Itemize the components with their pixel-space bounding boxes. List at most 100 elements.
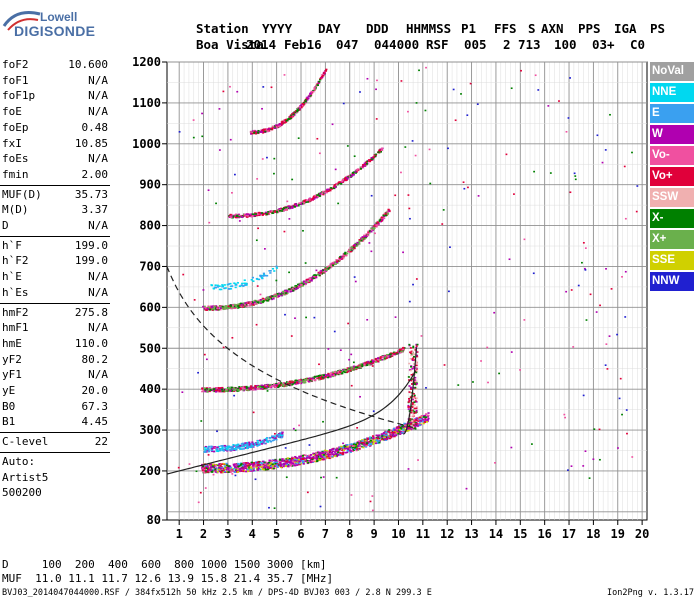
y-tick-label: 700 bbox=[139, 259, 161, 273]
echo-second-hop bbox=[215, 387, 219, 389]
echo-second-hop bbox=[317, 375, 320, 378]
echo-third-hop bbox=[320, 271, 323, 274]
echo-oblique bbox=[204, 448, 207, 451]
echo-first-hop bbox=[364, 446, 368, 448]
echo-noise bbox=[547, 105, 550, 107]
echo-second-hop bbox=[316, 377, 319, 380]
echo-second-hop bbox=[290, 381, 293, 384]
echo-cusp bbox=[411, 366, 414, 369]
echo-second-hop bbox=[263, 385, 266, 388]
echo-oblique-high bbox=[223, 284, 226, 286]
x-tick-label: 5 bbox=[273, 527, 280, 541]
echo-first-hop bbox=[309, 459, 312, 462]
echo-oblique bbox=[225, 448, 229, 451]
echo-first-hop bbox=[310, 461, 313, 463]
echo-first-hop bbox=[236, 471, 240, 473]
echo-oblique bbox=[273, 436, 277, 439]
echo-fourth-hop bbox=[364, 161, 368, 164]
echo-first-hop bbox=[259, 465, 262, 468]
echo-first-hop bbox=[206, 465, 209, 468]
echo-fifth-hop bbox=[254, 132, 257, 135]
echo-first-hop bbox=[384, 431, 387, 434]
echo-second-hop bbox=[243, 387, 246, 389]
echo-first-hop bbox=[251, 463, 254, 466]
param-name: M(D) bbox=[2, 203, 29, 217]
echo-oblique bbox=[255, 442, 258, 444]
echo-fourth-hop bbox=[297, 204, 300, 207]
profile-curve bbox=[166, 370, 417, 475]
echo-noise bbox=[623, 165, 626, 168]
echo-first-hop bbox=[412, 418, 415, 421]
echo-third-hop bbox=[381, 218, 384, 221]
echo-first-hop bbox=[233, 467, 236, 470]
echo-third-hop bbox=[312, 277, 315, 280]
header-label: DAY bbox=[318, 21, 341, 36]
echo-first-hop bbox=[232, 463, 235, 466]
echo-first-hop bbox=[238, 470, 242, 473]
echo-fourth-hop bbox=[332, 187, 336, 190]
header-value: 2 bbox=[503, 37, 511, 52]
y-tick-label: 600 bbox=[139, 300, 161, 314]
echo-first-hop bbox=[341, 452, 345, 454]
echo-second-hop bbox=[394, 352, 397, 355]
echo-fourth-hop bbox=[330, 187, 334, 190]
echo-noise bbox=[353, 276, 356, 278]
echo-first-hop bbox=[316, 455, 320, 458]
echo-second-hop bbox=[402, 347, 405, 350]
echo-oblique bbox=[267, 441, 270, 443]
echo-first-hop bbox=[248, 466, 251, 469]
echo-oblique-high bbox=[210, 284, 213, 286]
echo-second-hop bbox=[327, 374, 330, 377]
echo-noise bbox=[284, 447, 287, 449]
echo-oblique bbox=[235, 444, 238, 447]
echo-cusp bbox=[407, 401, 410, 403]
echo-oblique bbox=[210, 445, 213, 448]
echo-first-hop bbox=[295, 462, 298, 465]
echo-oblique bbox=[281, 434, 284, 437]
echo-noise bbox=[505, 153, 508, 156]
echo-second-hop bbox=[361, 365, 364, 368]
echo-third-hop bbox=[282, 292, 285, 294]
echo-noise bbox=[621, 413, 623, 416]
echo-first-hop bbox=[412, 423, 415, 426]
echo-second-hop bbox=[276, 385, 279, 387]
echo-fourth-hop bbox=[314, 194, 317, 197]
echo-fourth-hop bbox=[305, 199, 309, 202]
echo-first-hop bbox=[211, 465, 214, 467]
param-name: foF1 bbox=[2, 73, 29, 87]
echo-second-hop bbox=[277, 386, 280, 389]
echo-second-hop bbox=[394, 353, 397, 356]
echo-cusp bbox=[413, 347, 416, 350]
echo-third-hop bbox=[331, 261, 334, 264]
echo-oblique-high bbox=[234, 286, 237, 289]
echo-second-hop bbox=[332, 371, 335, 374]
echo-first-hop bbox=[206, 471, 209, 473]
echo-first-hop bbox=[388, 432, 392, 434]
echo-oblique-high bbox=[259, 275, 263, 278]
echo-first-hop bbox=[321, 451, 324, 454]
echo-oblique bbox=[244, 442, 247, 444]
echo-oblique-high bbox=[241, 282, 244, 285]
echo-first-hop bbox=[363, 444, 367, 447]
echo-first-hop bbox=[403, 430, 406, 433]
echo-oblique bbox=[219, 449, 222, 452]
echo-third-hop bbox=[266, 296, 269, 299]
echo-fifth-hop bbox=[277, 124, 280, 126]
echo-first-hop bbox=[229, 468, 232, 471]
echo-second-hop bbox=[322, 374, 326, 377]
echo-noise bbox=[359, 395, 361, 398]
echo-first-hop bbox=[257, 467, 260, 469]
echo-noise bbox=[411, 140, 414, 142]
echo-first-hop bbox=[296, 461, 299, 464]
echo-first-hop bbox=[326, 455, 329, 458]
echo-first-hop bbox=[336, 449, 339, 451]
echo-first-hop bbox=[348, 448, 351, 450]
echo-fifth-hop bbox=[249, 132, 253, 134]
echo-fourth-hop bbox=[237, 214, 241, 217]
echo-fourth-hop bbox=[254, 212, 257, 214]
param-value: N/A bbox=[88, 321, 108, 335]
echo-first-hop bbox=[239, 462, 243, 465]
echo-third-hop bbox=[304, 283, 307, 286]
echo-noise bbox=[407, 194, 410, 196]
echo-first-hop bbox=[389, 429, 393, 432]
